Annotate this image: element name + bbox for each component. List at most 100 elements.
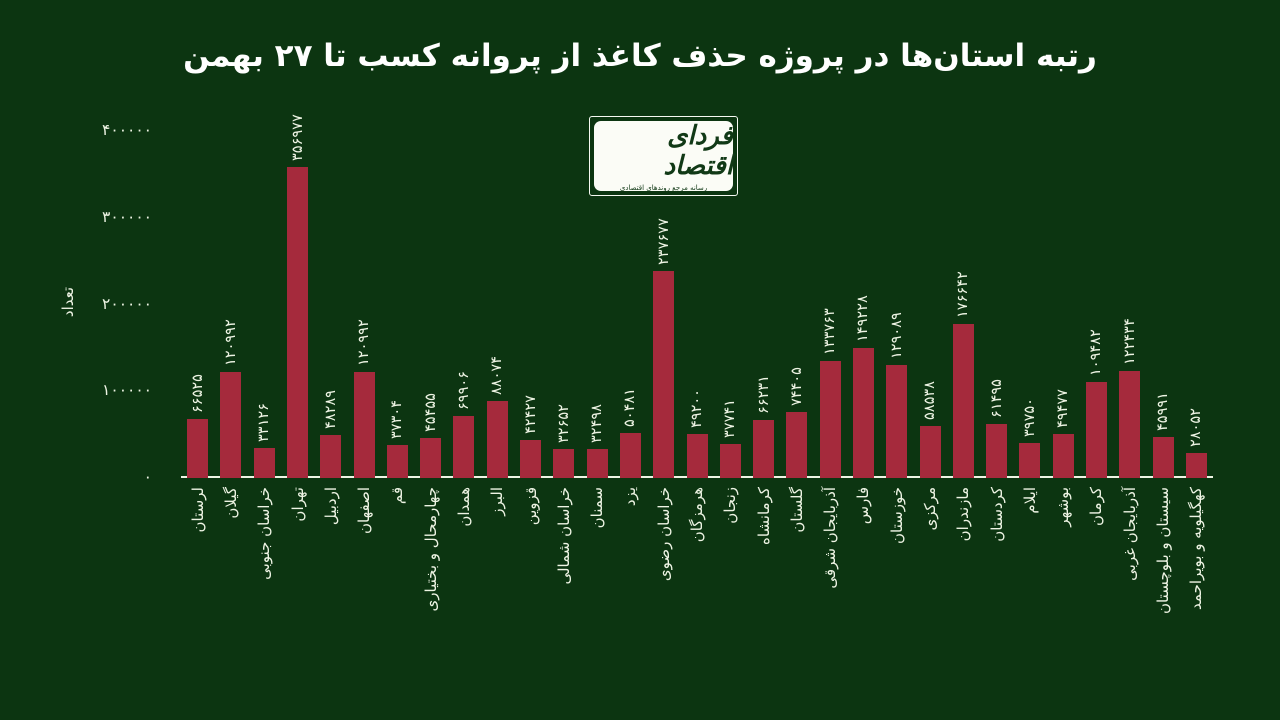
- bar: [320, 435, 342, 478]
- bar: [686, 434, 708, 478]
- bar-value-label: ۴۵۹۹۱: [1155, 392, 1172, 432]
- y-axis-tick-label: ۲۰۰۰۰۰: [102, 294, 152, 313]
- x-axis-label: اردبیل: [321, 487, 340, 526]
- bar-value-label: ۷۴۴۰۵: [788, 367, 805, 407]
- bar-value-label: ۳۲۶۵۲: [555, 403, 572, 443]
- bar: [187, 419, 209, 478]
- bar: [553, 448, 575, 478]
- bar: [619, 433, 641, 478]
- chart-title: رتبه استان‌ها در پروژه حذف کاغذ از پروان…: [183, 38, 1097, 74]
- y-axis-tick-label: ۰: [143, 468, 152, 486]
- bar: [420, 437, 442, 478]
- bar: [952, 323, 974, 478]
- x-axis-label: فارس: [854, 487, 873, 525]
- bar-value-label: ۱۴۹۲۲۸: [855, 294, 872, 342]
- x-axis-label: مرکزی: [921, 487, 940, 531]
- x-axis-label: اصفهان: [355, 487, 374, 534]
- bar-value-label: ۶۶۲۳۱: [755, 374, 772, 414]
- x-axis-label: آذربایجان شرقی: [821, 487, 840, 589]
- bar: [1019, 442, 1041, 478]
- bar-value-label: ۱۲۰۹۹۲: [222, 319, 239, 367]
- bar-value-label: ۵۰۴۸۱: [622, 388, 639, 428]
- bar-value-label: ۱۰۹۴۸۲: [1088, 329, 1105, 377]
- brand-logo-tagline: رسانه مرجع روندهای اقتصادی: [619, 183, 708, 192]
- x-axis-label: کهگیلویه و بویراحمد: [1187, 487, 1206, 610]
- bar: [353, 372, 375, 478]
- x-axis-label: زنجان: [721, 487, 740, 524]
- bar-value-label: ۵۸۵۳۸: [922, 381, 939, 421]
- bar-value-label: ۴۹۴۷۷: [1055, 389, 1072, 429]
- bar-value-label: ۴۹۲۰۰: [689, 389, 705, 429]
- bar: [653, 270, 675, 478]
- bar-value-label: ۱۳۳۷۶۳: [822, 308, 839, 355]
- x-axis-label: البرز: [488, 487, 507, 516]
- y-axis-tick-label: ۴۰۰۰۰۰: [102, 121, 152, 139]
- bar: [852, 347, 874, 478]
- bar: [486, 400, 508, 478]
- bar: [453, 416, 475, 478]
- x-axis-label: کرمانشاه: [754, 487, 773, 546]
- bar-value-label: ۱۲۰۹۹۲: [356, 319, 373, 367]
- brand-logo-card: فردای اقتصاد رسانه مرجع روندهای اقتصادی: [594, 120, 733, 192]
- bar: [1052, 434, 1074, 478]
- x-axis-label: بوشهر: [1054, 487, 1073, 527]
- bar-value-label: ۳۵۶۹۷۷: [289, 114, 306, 162]
- bar: [1085, 382, 1107, 478]
- bar-value-label: ۲۸۰۵۲: [1188, 407, 1205, 447]
- bar: [919, 426, 941, 478]
- bar-value-label: ۳۷۳۰۴: [389, 399, 406, 439]
- x-axis-label: خراسان جنوبی: [255, 487, 274, 580]
- x-axis-label: گیلان: [221, 487, 240, 519]
- x-axis-label: تهران: [288, 487, 307, 522]
- bar-value-label: ۳۳۱۲۶: [256, 403, 273, 443]
- x-axis-label: گلستان: [787, 487, 806, 533]
- x-axis-label: ایلام: [1020, 487, 1039, 514]
- bar: [819, 360, 841, 478]
- brand-logo-name: فردای اقتصاد: [663, 120, 733, 181]
- x-axis-label: هرمزگان: [688, 487, 706, 543]
- bar-value-label: ۱۲۲۴۳۴: [1121, 318, 1138, 365]
- bar: [520, 440, 542, 478]
- y-axis-tick-label: ۳۰۰۰۰۰: [102, 207, 152, 226]
- brand-logo: فردای اقتصاد رسانه مرجع روندهای اقتصادی: [589, 116, 738, 196]
- x-axis-label: مازندران: [954, 487, 973, 542]
- x-axis-label: خوزستان: [887, 487, 906, 544]
- bar: [1152, 437, 1174, 478]
- x-axis-label: چهارمحال و بختیاری: [421, 487, 440, 612]
- x-axis-label: قزوین: [521, 487, 540, 526]
- bar: [220, 372, 242, 478]
- bar-value-label: ۴۸۲۸۹: [322, 390, 339, 430]
- bar-value-label: ۲۳۷۶۷۷: [655, 218, 672, 265]
- x-axis-label: خراسان شمالی: [554, 487, 573, 585]
- bar-value-label: ۶۹۹۰۶: [455, 371, 472, 411]
- bar: [586, 448, 608, 478]
- x-axis-label: سیستان و بلوچستان: [1154, 487, 1173, 615]
- x-axis-label: قم: [388, 487, 407, 505]
- bar-value-label: ۸۸۰۷۴: [489, 355, 506, 395]
- bar: [786, 412, 808, 478]
- bar: [886, 365, 908, 478]
- bar: [753, 419, 775, 478]
- x-axis-label: خراسان رضوی: [654, 487, 673, 582]
- x-axis-label: کردستان: [987, 487, 1006, 542]
- x-axis-label: یزد: [621, 487, 640, 507]
- bar-value-label: ۴۲۴۲۷: [522, 395, 539, 435]
- bar: [1185, 452, 1207, 478]
- bar-value-label: ۳۲۴۹۸: [589, 403, 606, 443]
- bar-value-label: ۳۷۷۴۱: [722, 399, 739, 439]
- bar-value-label: ۶۱۴۹۵: [988, 378, 1005, 418]
- bar-value-label: ۶۶۵۲۵: [189, 374, 206, 414]
- x-axis-label: سمنان: [588, 487, 607, 529]
- x-axis-label: آذربایجان غربی: [1120, 487, 1139, 581]
- bar: [986, 423, 1008, 478]
- x-axis-label: کرمان: [1087, 487, 1106, 527]
- bar: [1119, 370, 1141, 478]
- bar: [386, 444, 408, 478]
- bar-value-label: ۱۷۶۶۴۲: [955, 271, 972, 318]
- y-axis-tick-label: ۱۰۰۰۰۰: [102, 381, 152, 400]
- bar-value-label: ۳۹۷۵۰: [1021, 397, 1038, 437]
- bar: [719, 444, 741, 478]
- x-axis-label: همدان: [454, 487, 473, 527]
- x-axis-label: لرستان: [188, 487, 207, 533]
